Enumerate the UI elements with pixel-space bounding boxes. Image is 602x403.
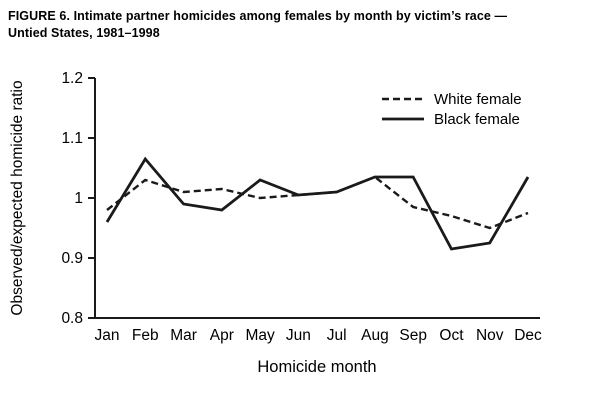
black-female-line bbox=[105, 156, 530, 251]
y-tick-label: 1.1 bbox=[61, 130, 83, 147]
x-tick-label: Nov bbox=[476, 327, 504, 344]
figure-caption: FIGURE 6. Intimate partner homicides amo… bbox=[0, 0, 602, 42]
x-tick-label: Jan bbox=[95, 327, 120, 344]
x-tick-label: Sep bbox=[399, 327, 427, 344]
figure-caption-line2: Untied States, 1981–1998 bbox=[8, 25, 160, 40]
figure-caption-line1: FIGURE 6. Intimate partner homicides amo… bbox=[8, 9, 508, 23]
x-tick-label: Apr bbox=[210, 327, 234, 344]
y-tick-label: 1.2 bbox=[61, 70, 83, 87]
x-tick-label: Jun bbox=[286, 327, 311, 344]
white-female-line bbox=[106, 175, 529, 230]
legend-black-female-label: Black female bbox=[434, 111, 520, 128]
x-axis-label: Homicide month bbox=[257, 358, 376, 376]
x-tick-label: Jul bbox=[327, 327, 347, 344]
y-tick-label: 1 bbox=[74, 190, 83, 207]
x-tick-label: Oct bbox=[439, 327, 464, 344]
x-tick-label: Mar bbox=[170, 327, 197, 344]
legend: White female Black female bbox=[382, 91, 522, 128]
y-axis-label: Observed/expected homicide ratio bbox=[9, 80, 26, 315]
chart-container: Observed/expected homicide ratio Homicid… bbox=[0, 42, 602, 394]
x-tick-label: Aug bbox=[361, 327, 389, 344]
plot-area: 0.8 0.9 1 1.1 1.2 Jan Feb Mar Apr May Jun Jul Aug Sep… bbox=[61, 70, 542, 344]
x-tick-label: Feb bbox=[132, 327, 159, 344]
homicide-ratio-line-chart: Observed/expected homicide ratio Homicid… bbox=[9, 70, 542, 376]
legend-white-female-label: White female bbox=[434, 91, 522, 108]
x-tick-label: Dec bbox=[514, 327, 542, 344]
y-tick-label: 0.8 bbox=[61, 310, 83, 327]
y-tick-label: 0.9 bbox=[61, 250, 83, 267]
x-tick-label: May bbox=[245, 327, 275, 344]
